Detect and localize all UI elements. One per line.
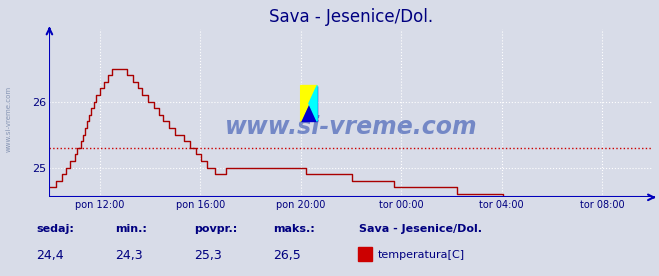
Text: 24,3: 24,3 [115,250,143,262]
Text: www.si-vreme.com: www.si-vreme.com [225,115,477,139]
Text: www.si-vreme.com: www.si-vreme.com [5,86,12,152]
Text: Sava - Jesenice/Dol.: Sava - Jesenice/Dol. [359,224,482,234]
Text: min.:: min.: [115,224,147,234]
Title: Sava - Jesenice/Dol.: Sava - Jesenice/Dol. [269,8,433,26]
Text: 25,3: 25,3 [194,250,222,262]
Text: maks.:: maks.: [273,224,315,234]
Text: 24,4: 24,4 [36,250,64,262]
Text: sedaj:: sedaj: [36,224,74,234]
Text: 26,5: 26,5 [273,250,301,262]
Text: povpr.:: povpr.: [194,224,238,234]
Text: temperatura[C]: temperatura[C] [378,250,465,260]
